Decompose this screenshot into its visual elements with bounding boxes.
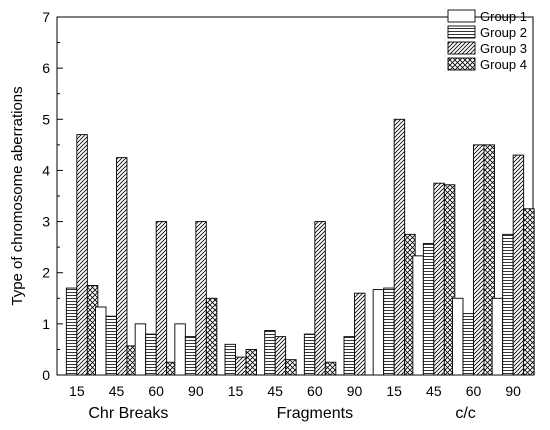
bar-group-2 (303, 333, 316, 376)
y-axis: 0 1 2 3 4 5 6 7 (42, 9, 63, 383)
bar-group-3 (274, 336, 287, 376)
x-tick-label: 60 (466, 383, 482, 399)
legend-swatch (447, 9, 476, 23)
x-group-label: Fragments (277, 405, 353, 422)
bar-group-1 (174, 323, 186, 376)
bar-group-3 (116, 157, 128, 376)
x-group-label: c/c (455, 405, 475, 422)
bar-group-1 (134, 323, 147, 376)
y-axis-label: Type of chromosome aberrations (9, 86, 26, 305)
bar-group-4 (285, 359, 297, 376)
bar-group-4 (245, 348, 257, 376)
bar-group-1 (95, 306, 107, 376)
bar-group-4 (483, 144, 495, 376)
bar-group-3 (433, 182, 445, 376)
bar-group-3 (354, 292, 366, 376)
bar-group-3 (76, 134, 88, 376)
bar-group-4 (443, 184, 456, 376)
y-tick-label: 1 (42, 316, 50, 332)
legend-swatch (447, 25, 476, 39)
y-tick-label: 0 (42, 367, 50, 383)
legend-swatch (447, 57, 476, 71)
bar-group-2 (383, 287, 395, 376)
x-axis: 15 45 60 90 15 45 60 90 15 45 60 90 Chr Breaks Fragme… (56, 369, 534, 422)
bar-group-3 (393, 118, 406, 376)
x-tick-label: 90 (188, 383, 204, 399)
x-tick-label: 45 (426, 383, 442, 399)
legend-label: Group 1 (480, 9, 527, 24)
bar-group-3 (473, 144, 485, 376)
bar-group-2 (65, 287, 78, 376)
bar-group-2 (105, 315, 117, 376)
bar-group-2 (264, 330, 276, 376)
x-tick-label: 15 (228, 383, 244, 399)
bar-group-2 (422, 243, 435, 376)
bar-group-3 (314, 221, 326, 376)
x-tick-label: 90 (347, 383, 363, 399)
x-tick-label: 45 (109, 383, 125, 399)
bar-group-4 (523, 208, 535, 376)
bar-group-2 (343, 336, 355, 376)
y-tick-label: 2 (42, 265, 50, 281)
y-tick-label: 7 (42, 9, 50, 25)
bar-group-1 (412, 255, 424, 376)
legend-label: Group 2 (480, 25, 527, 40)
bar-group-3 (512, 154, 525, 376)
y-tick-label: 4 (42, 162, 50, 178)
legend-label: Group 4 (480, 57, 527, 72)
bar-group-1 (452, 297, 464, 376)
y-tick-label: 5 (42, 111, 50, 127)
x-tick-label: 15 (69, 383, 85, 399)
bars (65, 118, 535, 376)
x-tick-label: 15 (386, 383, 402, 399)
bar-group-2 (184, 336, 197, 376)
x-tick-label: 60 (148, 383, 164, 399)
bar-group-2 (462, 313, 474, 376)
x-tick-label: 90 (505, 383, 521, 399)
x-group-label: Chr Breaks (88, 405, 168, 422)
bar-group-3 (235, 356, 247, 376)
y-tick-label: 3 (42, 214, 50, 230)
bar-group-2 (224, 343, 236, 376)
bar-group-3 (195, 221, 207, 376)
legend-swatch (447, 41, 476, 55)
bar-group-2 (145, 333, 157, 376)
bar-group-1 (491, 297, 504, 376)
bar-group-3 (155, 221, 168, 376)
bar-group-4 (205, 297, 218, 376)
x-tick-label: 45 (267, 383, 283, 399)
x-tick-label: 60 (307, 383, 323, 399)
legend-label: Group 3 (480, 41, 527, 56)
y-tick-label: 6 (42, 60, 50, 76)
bar-group-4 (324, 361, 337, 376)
bar-group-2 (502, 233, 514, 376)
bar-group-1 (372, 289, 385, 376)
